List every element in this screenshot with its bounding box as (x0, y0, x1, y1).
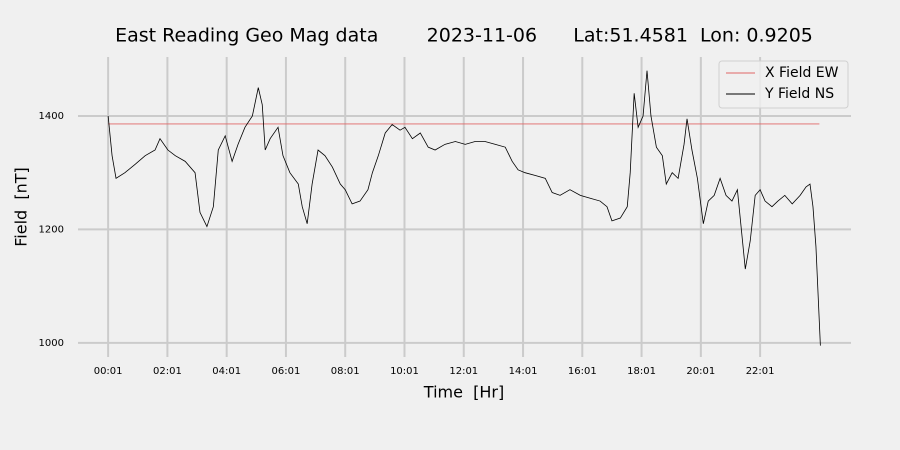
y-tick-label: 1400 (39, 111, 64, 122)
x-tick-label: 18:01 (627, 366, 656, 377)
x-tick-label: 20:01 (686, 366, 715, 377)
x-tick-label: 10:01 (390, 366, 419, 377)
x-tick-label: 12:01 (449, 366, 478, 377)
x-tick-label: 06:01 (272, 366, 301, 377)
x-tick-label: 22:01 (746, 366, 775, 377)
y-axis-label: Field [nT] (12, 167, 31, 247)
chart-title: East Reading Geo Mag data 2023-11-06 Lat… (115, 25, 813, 47)
data-line (107, 70, 821, 346)
x-axis-label: Time [Hr] (423, 383, 504, 402)
legend-label: X Field EW (765, 65, 839, 81)
legend-label: Y Field NS (764, 86, 834, 102)
y-tick-label: 1200 (39, 224, 64, 235)
x-tick-label: 08:01 (331, 366, 360, 377)
legend: X Field EW Y Field NS (718, 60, 849, 109)
x-tick-label: 00:01 (94, 366, 123, 377)
x-tick-label: 02:01 (153, 366, 182, 377)
x-tick-label: 04:01 (212, 366, 241, 377)
x-tick-label: 14:01 (509, 366, 538, 377)
x-tick-label: 16:01 (568, 366, 597, 377)
y-tick-label: 1000 (39, 338, 64, 349)
